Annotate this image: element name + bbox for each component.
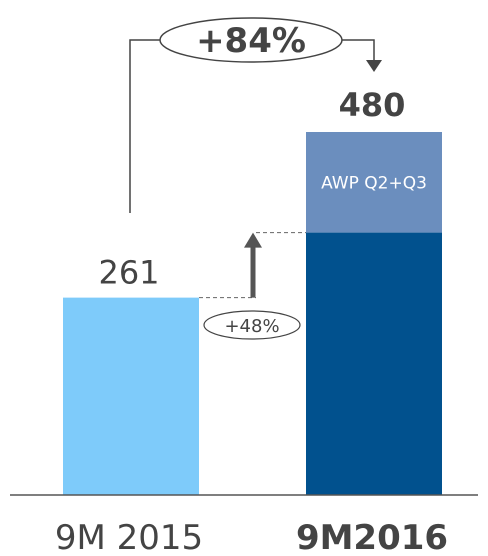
value-label-9m2016: 480 (339, 86, 406, 124)
growth-arrow-head (244, 232, 262, 248)
total-growth-arrowhead (366, 60, 382, 72)
total-growth-connector-right (342, 39, 375, 62)
segment-label-awp: AWP Q2+Q3 (321, 173, 427, 193)
total-growth-connector (129, 39, 160, 213)
x-tick-label-9m2016: 9M2016 (296, 518, 448, 556)
bar-9m2016-base (306, 232, 442, 496)
organic-growth-label: +48% (224, 316, 279, 337)
bar-9m2016-awp-segment (306, 132, 442, 233)
value-label-9m-2015: 261 (98, 254, 159, 292)
organic-growth-bubble (203, 310, 301, 340)
total-growth-bubble (159, 17, 343, 63)
total-growth-label: +84% (196, 21, 306, 61)
bar-9m-2015 (63, 297, 199, 495)
x-tick-label-9m-2015: 9M 2015 (55, 518, 203, 556)
